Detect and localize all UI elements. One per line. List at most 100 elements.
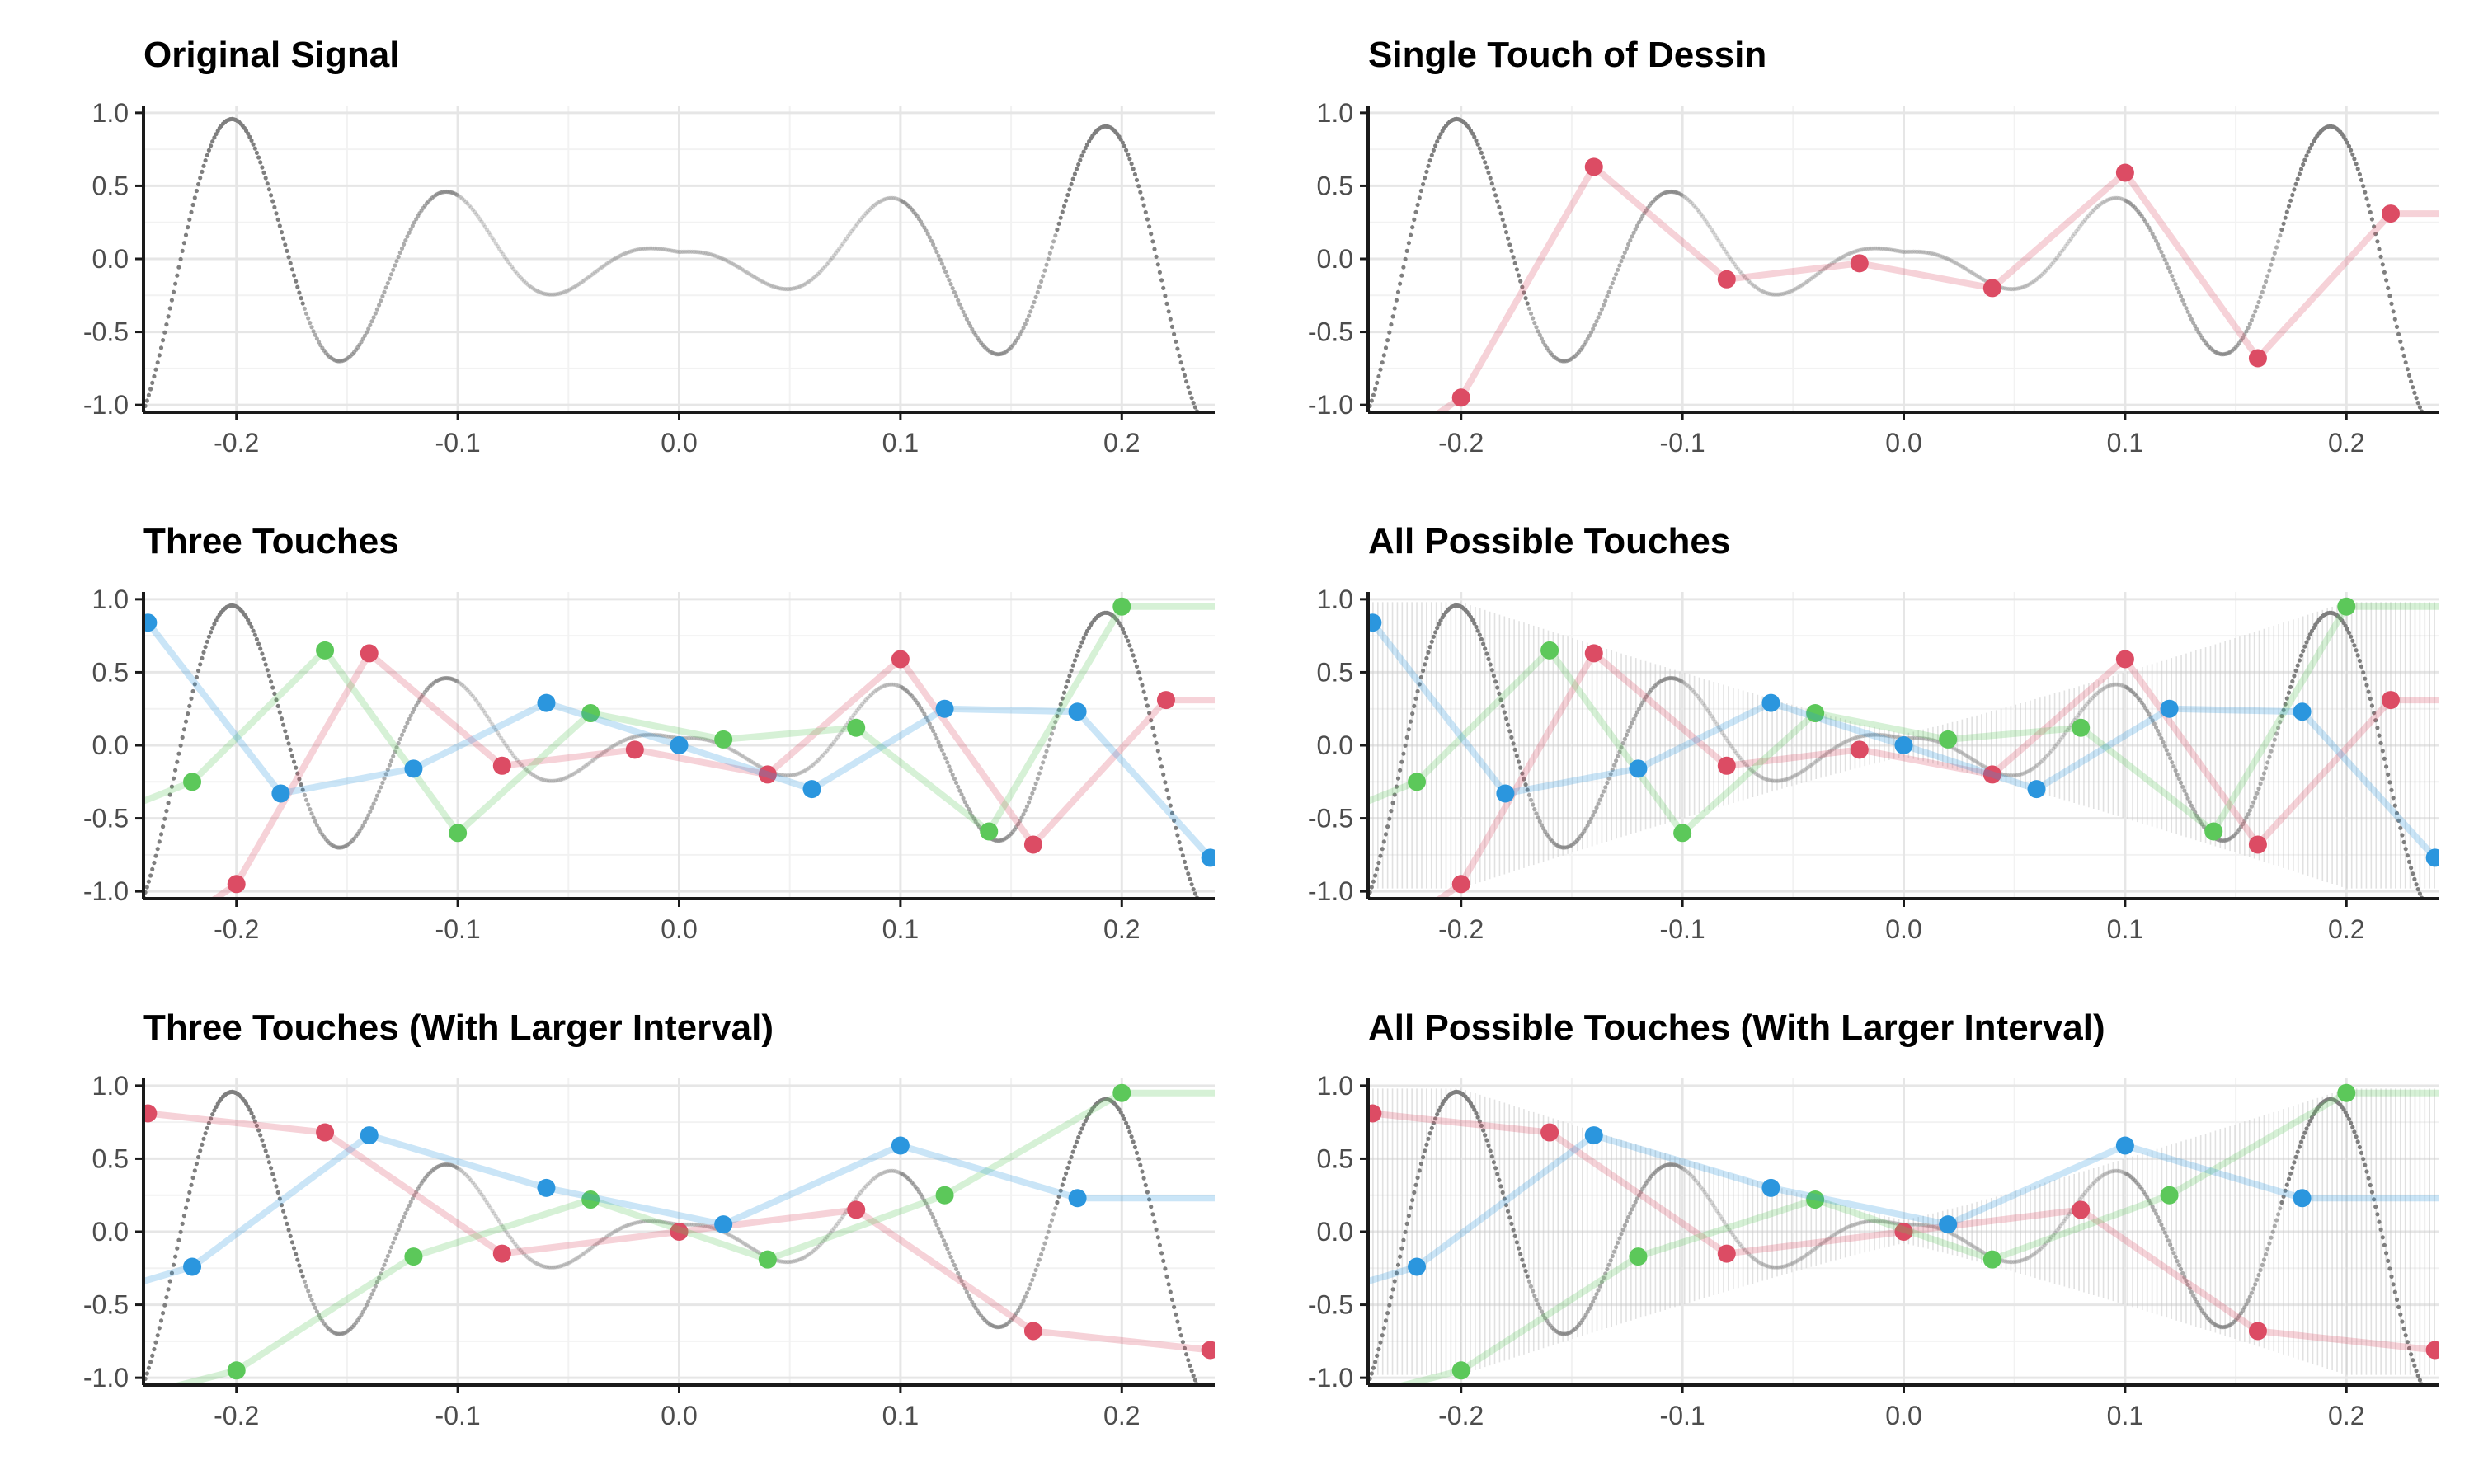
signal-dot <box>2067 1211 2072 1216</box>
signal-dot <box>1058 215 1063 220</box>
signal-dot <box>1886 733 1891 739</box>
signal-dot <box>1035 1262 1040 1267</box>
signal-dot <box>1838 742 1843 747</box>
touch-line <box>1434 163 2439 412</box>
y-tick-label: -0.5 <box>1308 1290 1353 1320</box>
signal-dot <box>2030 280 2034 285</box>
signal-dot <box>1479 636 1484 641</box>
signal-dot <box>152 373 157 379</box>
signal-dot <box>2053 744 2058 749</box>
signal-dot <box>938 1230 943 1235</box>
signal-dot <box>1155 1235 1160 1240</box>
signal-dot <box>567 1260 573 1265</box>
signal-dot <box>1373 387 1378 392</box>
signal-dot <box>655 732 660 738</box>
signal-dot <box>808 764 814 769</box>
signal-dot <box>1178 360 1183 365</box>
signal-dot <box>1493 679 1498 684</box>
signal-dot <box>366 813 371 818</box>
signal-dot <box>1889 1220 1895 1225</box>
signal-dot <box>497 1219 502 1224</box>
touch-point <box>1806 1190 1825 1209</box>
signal-dot <box>2042 756 2047 761</box>
signal-dot <box>1383 345 1389 350</box>
signal-dot <box>2349 634 2354 639</box>
signal-dot <box>402 242 407 247</box>
signal-dot <box>711 253 717 258</box>
signal-dot <box>700 250 706 256</box>
signal-dot <box>1799 283 1804 288</box>
signal-dot <box>1138 190 1143 195</box>
signal-dot <box>543 291 548 297</box>
signal-dot <box>1371 879 1376 884</box>
signal-dot <box>212 622 217 627</box>
signal-dot <box>566 774 571 779</box>
signal-dot <box>1617 1236 1622 1241</box>
signal-dot <box>764 281 769 286</box>
signal-dot <box>2037 1247 2042 1252</box>
signal-dot <box>1817 1242 1823 1247</box>
signal-dot <box>2423 1389 2427 1393</box>
touch-point <box>537 693 556 712</box>
signal-dot <box>2278 233 2283 238</box>
signal-dot <box>1969 270 1974 275</box>
signal-dot <box>153 853 158 858</box>
signal-dot <box>922 225 927 230</box>
signal-dot <box>2411 1358 2415 1363</box>
signal-dot <box>2411 871 2415 876</box>
signal-dot <box>364 1303 369 1308</box>
signal-dot <box>1177 839 1182 845</box>
signal-dot <box>162 816 167 821</box>
signal-dot <box>289 1240 294 1245</box>
signal-dot <box>2247 808 2252 813</box>
signal-dot <box>2258 781 2263 787</box>
signal-dot <box>2037 275 2042 279</box>
signal-dot <box>490 1209 495 1214</box>
signal-dot <box>578 1253 583 1258</box>
signal-dot <box>851 713 856 718</box>
signal-dot <box>1969 757 1974 762</box>
signal-dot <box>492 1211 496 1216</box>
signal-dot <box>598 266 603 271</box>
signal-dot <box>173 768 178 773</box>
signal-dot <box>2373 1205 2378 1209</box>
signal-dot <box>2357 1144 2362 1150</box>
touch-point <box>758 1250 777 1269</box>
signal-dot <box>817 1242 822 1247</box>
signal-dot <box>397 250 402 255</box>
signal-dot <box>2162 744 2167 749</box>
signal-dot <box>1507 1215 1512 1220</box>
signal-dot <box>399 732 405 737</box>
signal-dot <box>1633 227 1638 232</box>
signal-dot <box>198 662 203 667</box>
signal-dot <box>2048 750 2053 755</box>
signal-dot <box>2380 262 2385 267</box>
signal-dot <box>925 232 930 237</box>
signal-dot <box>2010 287 2015 292</box>
signal-dot <box>470 207 476 212</box>
signal-dot <box>1189 1369 1194 1374</box>
signal-dot <box>1931 1224 1935 1229</box>
signal-dot <box>2020 771 2025 776</box>
signal-dot <box>893 1169 899 1174</box>
signal-dot <box>1389 809 1394 814</box>
signal-dot <box>2159 1223 2164 1228</box>
signal-dot <box>1129 648 1134 653</box>
signal-dot <box>1784 290 1789 295</box>
signal-dot <box>2116 195 2121 200</box>
signal-dot <box>1921 736 1926 741</box>
plot-body <box>143 116 1200 412</box>
signal-dot <box>2432 913 2436 918</box>
signal-dot <box>391 267 396 272</box>
signal-dot <box>607 260 612 265</box>
signal-dot <box>379 298 383 303</box>
signal-dot <box>1700 214 1705 219</box>
signal-dot <box>2246 1298 2251 1303</box>
signal-dot <box>833 251 839 256</box>
signal-dot <box>536 1262 541 1267</box>
signal-dot <box>2085 215 2090 220</box>
signal-dot <box>525 1255 530 1260</box>
signal-dot <box>1700 1187 1705 1192</box>
signal-dot <box>1049 731 1055 736</box>
signal-dot <box>1927 737 1932 742</box>
